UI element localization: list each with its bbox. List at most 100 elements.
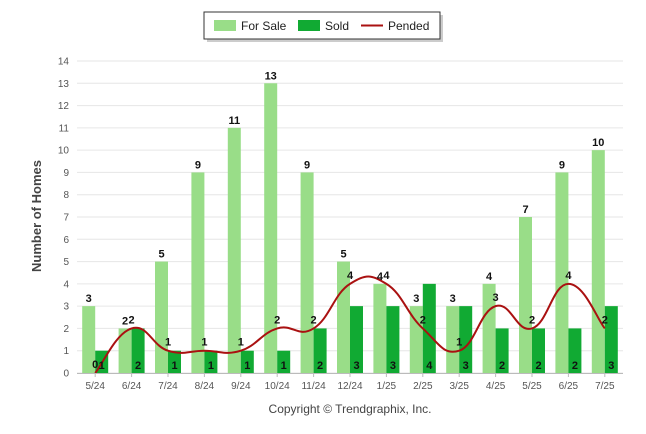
bar-for-sale — [191, 172, 205, 373]
label-sold: 2 — [317, 360, 323, 372]
y-tick-label: 1 — [63, 346, 69, 357]
bar-sold — [459, 306, 473, 373]
label-for-sale: 3 — [86, 293, 92, 305]
x-tick-label: 6/24 — [122, 381, 142, 392]
x-tick-label: 6/25 — [559, 381, 579, 392]
bar-for-sale — [446, 306, 460, 373]
x-tick-label: 4/25 — [486, 381, 506, 392]
bar-for-sale — [482, 283, 496, 373]
bar-sold — [277, 350, 291, 373]
bar-for-sale — [519, 217, 532, 373]
legend-label-for-sale[interactable]: For Sale — [241, 19, 287, 33]
x-tick-label: 2/25 — [413, 381, 433, 392]
label-sold: 1 — [99, 360, 105, 372]
bar-for-sale — [409, 306, 423, 373]
x-tick-label: 11/24 — [301, 381, 326, 392]
label-sold: 2 — [572, 360, 578, 372]
legend-label-pended[interactable]: Pended — [388, 19, 429, 33]
bar-sold — [350, 306, 363, 373]
label-sold: 1 — [281, 360, 287, 372]
bar-for-sale — [337, 261, 350, 373]
x-tick-label: 7/24 — [158, 381, 178, 392]
x-tick-label: 5/24 — [85, 381, 105, 392]
label-for-sale: 7 — [522, 204, 528, 216]
label-sold: 2 — [135, 360, 141, 372]
legend[interactable]: For Sale Sold Pended — [203, 11, 443, 42]
bar-for-sale — [264, 83, 278, 374]
label-for-sale: 3 — [413, 293, 419, 305]
bar-for-sale — [591, 150, 605, 373]
legend-box — [203, 11, 441, 40]
label-for-sale: 5 — [158, 249, 164, 261]
label-for-sale: 13 — [265, 70, 277, 82]
bar-for-sale — [555, 172, 569, 373]
label-sold: 3 — [608, 360, 614, 372]
bar-for-sale — [155, 261, 168, 373]
label-sold: 2 — [499, 360, 505, 372]
y-tick-label: 4 — [63, 279, 69, 290]
bar-sold — [495, 328, 509, 373]
y-tick-label: 6 — [63, 235, 69, 246]
label-pended: 1 — [165, 337, 171, 349]
label-for-sale: 2 — [122, 315, 128, 327]
label-pended: 2 — [529, 314, 535, 326]
bar-sold — [313, 328, 327, 373]
pended-line — [94, 275, 606, 374]
label-sold: 1 — [171, 360, 177, 372]
bar-for-sale — [82, 306, 96, 373]
label-pended: 4 — [383, 270, 390, 282]
bar-sold — [168, 350, 181, 373]
label-for-sale: 9 — [559, 159, 565, 171]
label-sold: 2 — [535, 360, 541, 372]
label-pended: 1 — [238, 337, 244, 349]
bars — [82, 83, 618, 374]
bar-for-sale — [118, 328, 132, 373]
legend-label-sold[interactable]: Sold — [325, 19, 349, 33]
y-tick-label: 11 — [59, 123, 70, 134]
x-tick-label: 9/24 — [231, 381, 251, 392]
x-axis: 5/24 6/24 7/24 8/24 9/24 10/24 11/24 12/24 1/25 2… — [77, 373, 623, 392]
label-pended: 2 — [129, 314, 135, 326]
y-tick-label: 7 — [63, 213, 69, 224]
label-for-sale: 10 — [592, 137, 604, 149]
label-sold: 1 — [244, 360, 250, 372]
y-tick-label: 9 — [63, 168, 69, 179]
y-tick-label: 5 — [63, 257, 69, 268]
label-pended: 4 — [347, 270, 354, 282]
label-sold: 1 — [208, 360, 214, 372]
label-sold: 4 — [426, 360, 433, 372]
bar-sold — [131, 328, 145, 373]
bar-for-sale — [227, 127, 241, 373]
legend-swatch-for-sale — [214, 20, 236, 31]
label-sold: 3 — [390, 360, 396, 372]
bar-sold — [604, 306, 618, 373]
y-tick-label: 2 — [63, 324, 69, 335]
label-for-sale: 5 — [340, 249, 346, 261]
label-pended: 1 — [201, 337, 207, 349]
x-tick-label: 1/25 — [377, 381, 397, 392]
label-pended: 2 — [311, 314, 317, 326]
x-tick-label: 5/25 — [522, 381, 542, 392]
bar-for-sale — [300, 172, 314, 373]
label-for-sale: 4 — [377, 271, 384, 283]
y-axis-title: Number of Homes — [29, 160, 44, 272]
label-pended: 4 — [565, 270, 572, 282]
bar-sold — [386, 306, 400, 373]
label-for-sale: 3 — [450, 293, 456, 305]
pended-line-path — [94, 275, 606, 374]
y-tick-label: 14 — [58, 57, 70, 68]
legend-swatch-sold — [298, 20, 320, 31]
x-tick-label: 7/25 — [595, 381, 615, 392]
x-tick-label: 8/24 — [195, 381, 215, 392]
x-tick-label: 3/25 — [449, 381, 469, 392]
bar-for-sale — [373, 283, 387, 373]
bar-sold — [240, 350, 254, 373]
y-tick-label: 3 — [63, 302, 69, 313]
copyright-text: Copyright © Trendgraphix, Inc. — [269, 402, 432, 416]
label-pended: 0 — [92, 359, 98, 371]
label-pended: 2 — [602, 314, 608, 326]
label-pended: 3 — [493, 292, 499, 304]
